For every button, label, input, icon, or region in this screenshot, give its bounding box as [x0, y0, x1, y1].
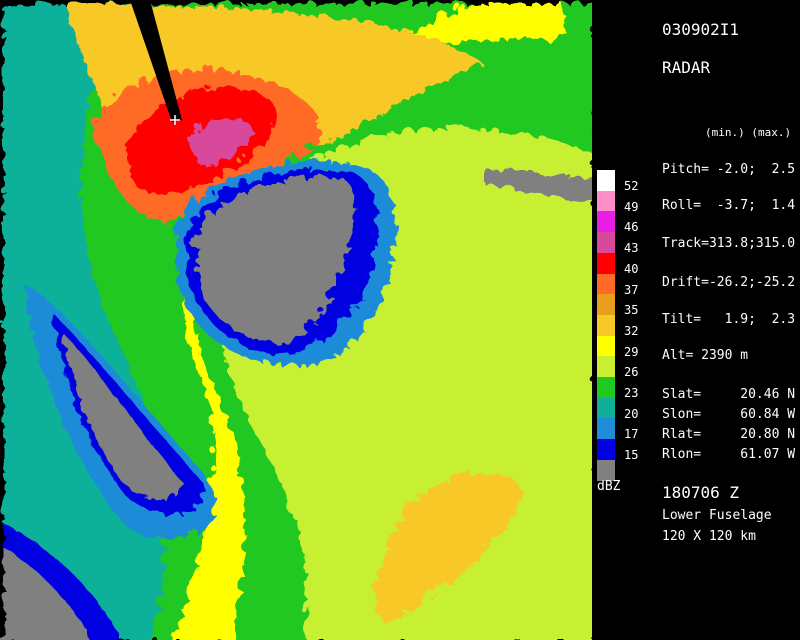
legend-swatch	[597, 418, 615, 440]
legend-label: 20	[624, 406, 639, 421]
legend-label: 37	[624, 282, 639, 297]
legend-label: 29	[624, 344, 639, 359]
legend-label: 52	[624, 179, 639, 193]
legend-label: 49	[624, 199, 639, 214]
legend-label: 40	[624, 261, 639, 276]
legend-swatch	[597, 294, 615, 316]
legend-swatch	[597, 314, 615, 336]
legend-swatch	[597, 170, 615, 191]
legend-unit: dBZ	[597, 479, 621, 494]
legend-label: 43	[624, 241, 639, 256]
legend-swatch	[597, 273, 615, 295]
legend-label: 35	[624, 303, 639, 318]
info-panel: 030902I1 RADAR (min.) (max.) Pitch= -2.0…	[592, 0, 800, 640]
radar-id: 030902I1	[662, 20, 740, 39]
legend-swatch	[597, 211, 615, 233]
position: Slon= 60.84 W	[662, 407, 796, 422]
legend-label: 17	[624, 427, 639, 442]
position: Rlat= 20.80 N	[662, 427, 796, 442]
flight-param: Alt= 2390 m	[662, 348, 749, 363]
legend-swatch	[597, 459, 615, 481]
minmax-header: (min.) (max.)	[705, 126, 792, 139]
legend-label: 15	[624, 448, 639, 463]
flight-param: Drift=-26.2;-25.2	[662, 275, 796, 290]
range: 120 X 120 km	[662, 529, 756, 544]
legend-swatch	[597, 252, 615, 274]
legend-swatch	[597, 377, 615, 398]
legend-swatch	[597, 397, 615, 419]
radar-image	[0, 0, 592, 640]
position: Slat= 20.46 N	[662, 387, 796, 402]
legend-swatch	[597, 335, 615, 357]
time: 180706 Z	[662, 483, 740, 502]
flight-param: Tilt= 1.9; 2.3	[662, 312, 796, 327]
legend-label: 23	[624, 386, 639, 400]
legend-swatch	[597, 439, 615, 461]
position: Rlon= 61.07 W	[662, 447, 796, 462]
product: RADAR	[662, 58, 711, 77]
legend-label: 46	[624, 220, 639, 235]
legend-swatch	[597, 356, 615, 378]
legend-swatch	[597, 232, 615, 254]
flight-param: Pitch= -2.0; 2.5	[662, 162, 796, 177]
antenna: Lower Fuselage	[662, 508, 772, 523]
legend-label: 32	[624, 323, 639, 338]
flight-param: Roll= -3.7; 1.4	[662, 198, 796, 213]
legend-label: 26	[624, 365, 639, 380]
legend-swatch	[597, 190, 615, 212]
flight-param: Track=313.8;315.0	[662, 236, 796, 251]
